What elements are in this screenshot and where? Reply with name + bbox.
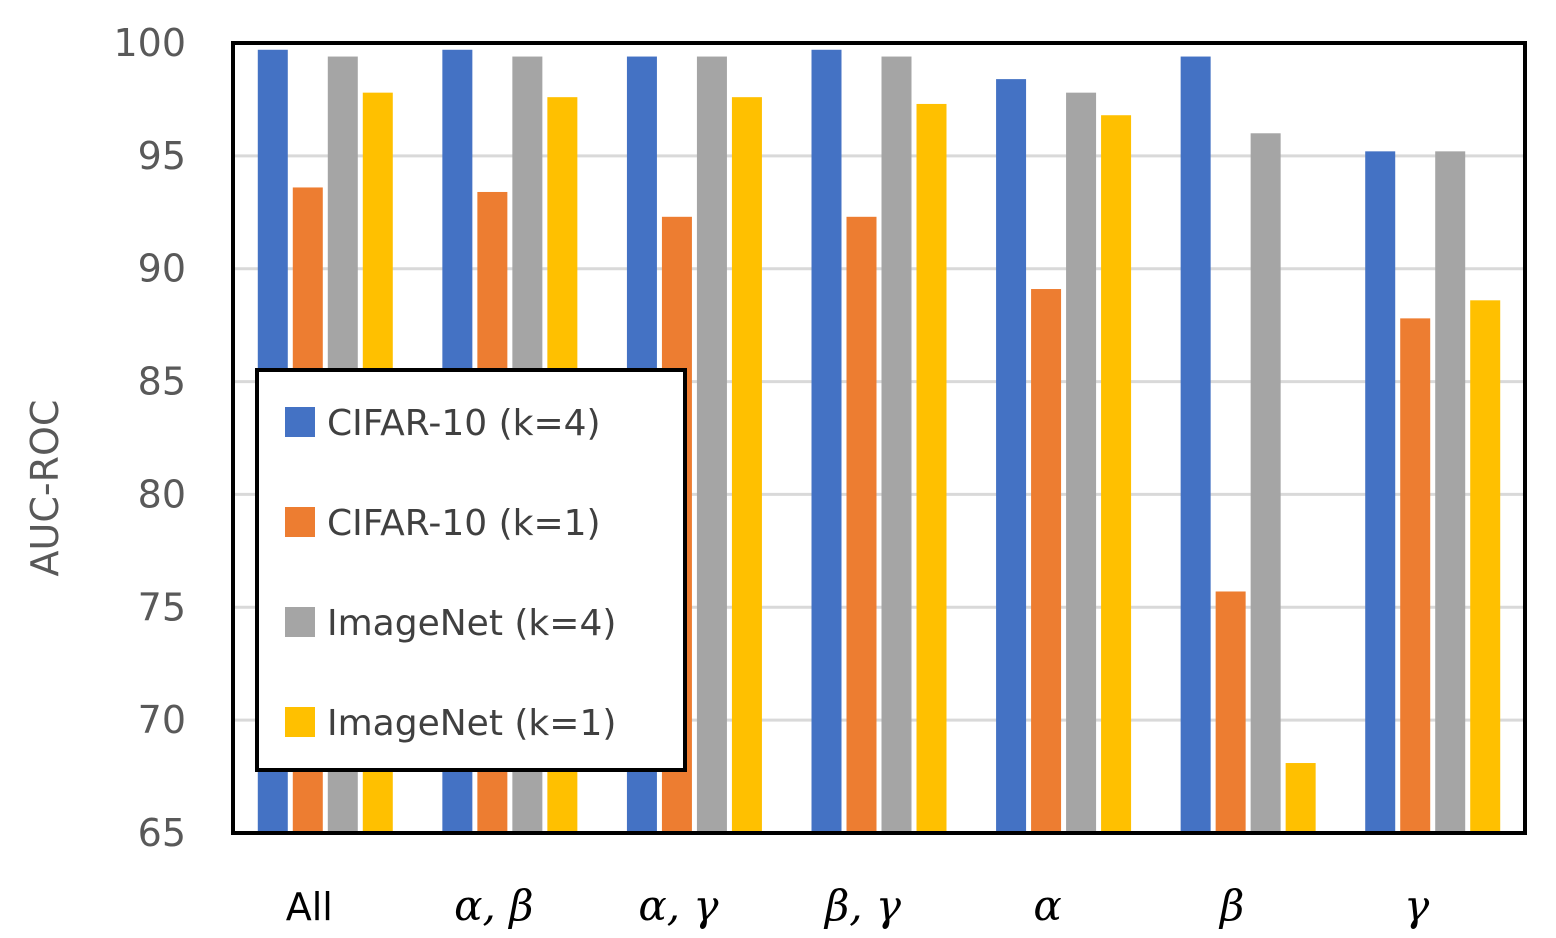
bar (1066, 92, 1097, 833)
y-tick-label: 100 (113, 21, 186, 65)
legend-label: CIFAR-10 (k=1) (327, 503, 601, 544)
legend-swatch (285, 407, 315, 437)
bar (1215, 591, 1246, 833)
y-tick-label: 85 (138, 360, 186, 404)
y-tick-label: 65 (138, 811, 186, 855)
x-tick-label: β (1218, 881, 1244, 930)
bar (846, 216, 877, 834)
x-tick-label: All (286, 885, 333, 929)
bar (1180, 56, 1211, 834)
x-tick-labels: All α, β α, γ β, γ α β γ (286, 881, 1430, 930)
bar (811, 49, 842, 834)
y-tick-labels: 65 70 75 80 85 90 95 100 (113, 21, 186, 855)
bar (1101, 115, 1132, 833)
bar (881, 56, 912, 834)
x-tick-label: α (1033, 881, 1061, 930)
bar (916, 103, 947, 833)
y-tick-label: 80 (138, 472, 186, 516)
y-tick-label: 70 (138, 698, 186, 742)
y-tick-label: 95 (138, 134, 186, 178)
bar (1285, 763, 1316, 833)
bar (1250, 133, 1281, 834)
legend-swatch (285, 707, 315, 737)
bar (1435, 151, 1466, 834)
bar (1470, 300, 1501, 833)
legend-swatch (285, 607, 315, 637)
legend-label: CIFAR-10 (k=4) (327, 403, 601, 444)
bar (731, 97, 762, 833)
x-tick-label: α, γ (638, 881, 719, 930)
bar (996, 79, 1027, 834)
x-tick-label: γ (1404, 881, 1430, 930)
x-tick-label: α, β (454, 881, 533, 930)
y-tick-label: 90 (138, 247, 186, 291)
y-axis-title: AUC-ROC (23, 400, 67, 577)
bar (1365, 151, 1396, 834)
bar (696, 56, 727, 834)
plot-frame (231, 41, 1527, 835)
legend-swatch (285, 507, 315, 537)
y-tick-label: 75 (138, 585, 186, 629)
x-tick-label: β, γ (823, 881, 902, 930)
bar (1031, 289, 1062, 833)
legend-label: ImageNet (k=4) (327, 603, 616, 644)
legend: CIFAR-10 (k=4) CIFAR-10 (k=1) ImageNet (k=… (255, 368, 687, 772)
legend-label: ImageNet (k=1) (327, 703, 616, 744)
legend-box (255, 368, 687, 772)
bar (1400, 318, 1431, 833)
